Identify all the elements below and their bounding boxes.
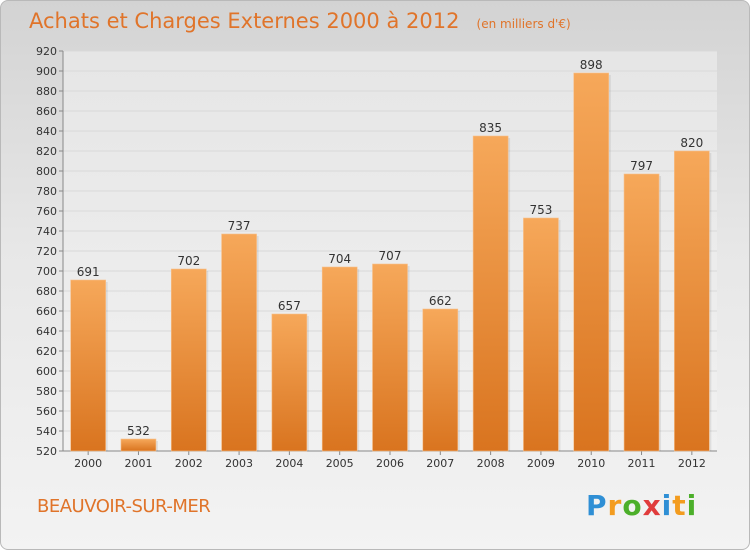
commune-name: BEAUVOIR-SUR-MER [37,496,211,517]
bar [70,279,106,452]
x-tick-label: 2008 [477,457,505,470]
y-tick-label: 580 [36,385,57,398]
proxiti-logo[interactable]: Proxiti [586,489,697,522]
data-label: 657 [278,299,301,313]
y-tick-label: 560 [36,405,57,418]
data-label: 532 [127,424,150,438]
y-tick-label: 880 [36,85,57,98]
bar [321,266,358,452]
y-tick-label: 700 [36,265,57,278]
data-label: 898 [580,58,603,72]
bar [573,72,610,452]
x-tick-label: 2007 [426,457,454,470]
data-label: 702 [177,254,200,268]
logo-letter: r [607,489,623,522]
y-tick-label: 520 [36,445,57,458]
y-tick-label: 780 [36,185,57,198]
x-tick-label: 2011 [628,457,656,470]
data-label: 835 [479,121,502,135]
logo-letter: i [686,489,698,522]
x-tick-label: 2006 [376,457,404,470]
x-tick-label: 2012 [678,457,706,470]
x-tick-label: 2009 [527,457,555,470]
y-tick-label: 680 [36,285,57,298]
bar [271,313,308,452]
x-tick-label: 2005 [326,457,354,470]
logo-letter: o [622,489,643,522]
chart-title: Achats et Charges Externes 2000 à 2012 [29,9,460,33]
x-tick-label: 2000 [74,457,102,470]
y-tick-label: 820 [36,145,57,158]
labels: 520 540 560 580 600 620 640 660 680 700 720 740 760 7… [36,45,706,470]
bar [120,438,157,452]
logo-letter: t [672,489,687,522]
data-label: 737 [228,219,251,233]
logo-letter: x [642,489,662,522]
bar [472,135,509,452]
data-label: 662 [429,294,452,308]
data-label: 753 [529,203,552,217]
y-tick-label: 640 [36,325,57,338]
y-tick-label: 860 [36,105,57,118]
bar [523,217,559,452]
bar [674,150,710,452]
bars [70,72,712,452]
y-tick-label: 840 [36,125,57,138]
unit-label: (en milliers d'€) [476,17,571,31]
title-row: Achats et Charges Externes 2000 à 2012 (… [29,9,571,33]
y-tick-label: 900 [36,65,57,78]
data-label: 797 [630,159,653,173]
y-tick-label: 660 [36,305,57,318]
x-tick-label: 2002 [175,457,203,470]
bar [623,173,660,452]
y-tick-label: 800 [36,165,57,178]
x-tick-label: 2010 [577,457,605,470]
x-tick-label: 2003 [225,457,253,470]
data-label: 820 [680,136,703,150]
logo-letter: i [661,489,673,522]
x-tick-label: 2001 [124,457,152,470]
y-tick-label: 620 [36,345,57,358]
data-label: 704 [328,252,351,266]
bar [170,268,207,452]
data-label: 691 [77,265,100,279]
data-label: 707 [379,249,402,263]
y-tick-label: 720 [36,245,57,258]
logo-letter: P [586,489,608,522]
bar [221,233,257,452]
y-tick-label: 540 [36,425,57,438]
x-tick-label: 2004 [275,457,303,470]
y-tick-label: 760 [36,205,57,218]
y-tick-label: 600 [36,365,57,378]
bar [422,308,459,452]
bar [372,263,408,452]
y-tick-label: 740 [36,225,57,238]
y-tick-label: 920 [36,45,57,58]
